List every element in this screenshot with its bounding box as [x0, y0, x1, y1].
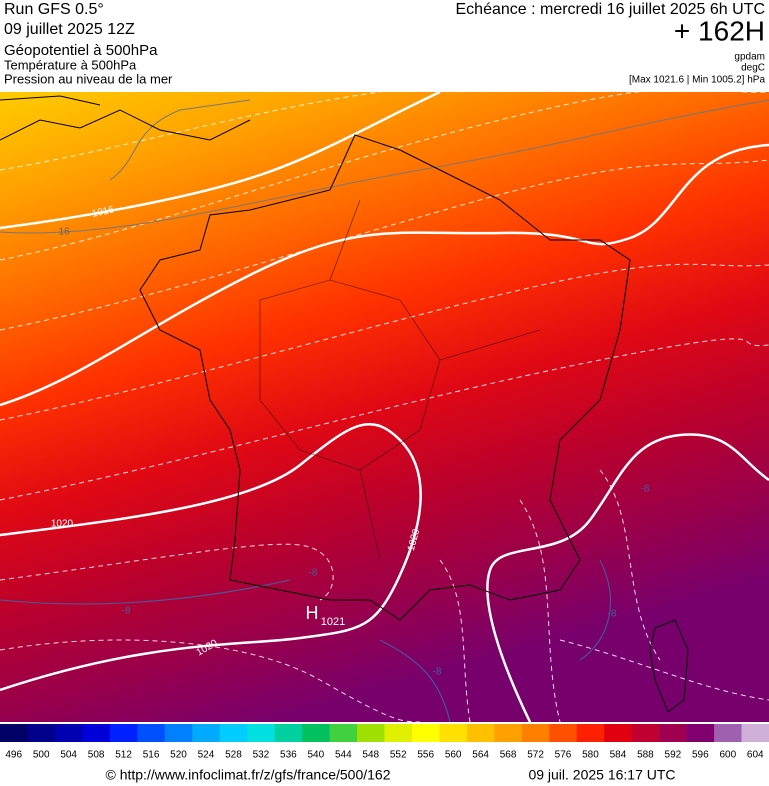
legend-label: 560: [445, 750, 462, 761]
forecast: Echéance : mercredi 16 juillet 2025 6h U…: [456, 1, 766, 18]
legend-label: 496: [5, 750, 22, 761]
legend-swatch: [302, 724, 331, 742]
uk-coast: [0, 95, 251, 141]
contour-label: 1021: [321, 616, 345, 628]
run-date: 09 juillet 2025 12Z: [4, 21, 135, 38]
layer: Température à 500hPa: [4, 57, 137, 72]
legend-label: 584: [610, 750, 627, 761]
legend-swatch: [686, 724, 715, 742]
legend-swatch: [274, 724, 303, 742]
legend-label: 500: [33, 750, 50, 761]
legend-swatch: [521, 724, 550, 742]
layer: Pression au niveau de la mer: [4, 71, 173, 86]
legend-swatch: [192, 724, 221, 742]
temperature-field: [0, 92, 769, 722]
unit: degC: [741, 63, 765, 74]
legend-label: 552: [390, 750, 407, 761]
legend-label: 540: [307, 750, 324, 761]
legend-label: 556: [417, 750, 434, 761]
legend-label: 604: [747, 750, 764, 761]
legend-label: 572: [527, 750, 544, 761]
legend-swatch: [219, 724, 248, 742]
timestamp: 09 juil. 2025 16:17 UTC: [528, 767, 675, 783]
legend-swatch: [549, 724, 578, 742]
legend-label: 516: [143, 750, 160, 761]
contour-label: -8: [608, 609, 617, 620]
legend-swatch: [714, 724, 743, 742]
legend-label: 504: [60, 750, 77, 761]
legend-label: 536: [280, 750, 297, 761]
legend-label: 588: [637, 750, 654, 761]
legend-swatch: [494, 724, 523, 742]
legend-label: 568: [500, 750, 517, 761]
contour-label: -8: [433, 667, 442, 678]
legend-swatch: [247, 724, 276, 742]
source-url: © http://www.infoclimat.fr/z/gfs/france/…: [106, 767, 391, 783]
legend-label: 524: [198, 750, 215, 761]
legend-swatch: [466, 724, 495, 742]
unit: gpdam: [734, 52, 765, 63]
legend-label: 532: [253, 750, 270, 761]
country-outline: [139, 134, 631, 621]
legend-swatch: [82, 724, 111, 742]
legend-swatch: [357, 724, 385, 742]
legend-swatch: [164, 724, 193, 742]
legend-label: 600: [719, 750, 736, 761]
legend-label: 564: [472, 750, 489, 761]
legend-swatch: [741, 724, 769, 742]
legend-label: 508: [88, 750, 105, 761]
legend-swatch: [604, 724, 633, 742]
legend-label: 592: [665, 750, 682, 761]
contour-label: 16: [58, 227, 70, 238]
legend-swatch: [109, 724, 138, 742]
legend-label: 544: [335, 750, 352, 761]
lead-time: + 162H: [674, 15, 765, 46]
contour-label: -8: [122, 606, 131, 617]
contour-label: -8: [641, 484, 650, 495]
isotherm-minus-8: [0, 559, 611, 722]
legend-label: 520: [170, 750, 187, 761]
legend-swatch: [137, 724, 166, 742]
legend-swatch: [659, 724, 688, 742]
legend-label: 548: [362, 750, 379, 761]
legend-swatch: [631, 724, 660, 742]
temperature-isotherms: [0, 92, 769, 722]
isotherm-16: [109, 99, 251, 181]
legend-label: 596: [692, 750, 709, 761]
isotherm-16: [0, 99, 769, 234]
layer: Géopotentiel à 500hPa: [4, 42, 158, 59]
legend-swatch: [384, 724, 413, 742]
legend-swatch: [0, 724, 28, 742]
unit: [Max 1021.6 | Min 1005.2] hPa: [629, 75, 765, 86]
legend-swatch: [329, 724, 358, 742]
legend-swatch: [54, 724, 83, 742]
region-borders: [259, 199, 541, 561]
legend-swatch: [439, 724, 468, 742]
contour-label: 1016: [91, 204, 115, 219]
legend-swatch: [27, 724, 56, 742]
legend-label: 576: [555, 750, 572, 761]
legend-swatch: [411, 724, 440, 742]
corsica: [649, 619, 689, 713]
color-legend: 496 500 504 508 512 516 520 524 528 532 536 540 544 5…: [0, 724, 769, 761]
contour-label: H: [306, 603, 319, 623]
contour-label: -8: [309, 568, 318, 579]
legend-label: 528: [225, 750, 242, 761]
contour-label: 1020: [51, 519, 74, 530]
legend-label: 512: [115, 750, 132, 761]
legend-swatch: [576, 724, 605, 742]
legend-label: 580: [582, 750, 599, 761]
run: Run GFS 0.5°: [4, 1, 104, 18]
isobars: [0, 92, 769, 722]
